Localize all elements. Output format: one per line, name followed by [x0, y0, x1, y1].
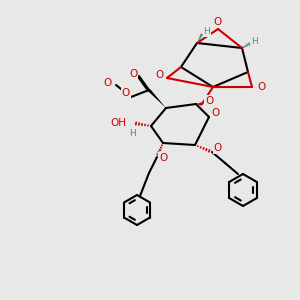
Text: O: O	[212, 108, 220, 118]
Polygon shape	[196, 102, 202, 106]
Text: O: O	[214, 17, 222, 27]
Text: O: O	[104, 78, 112, 88]
Text: H: H	[252, 38, 258, 46]
Text: O: O	[257, 82, 265, 92]
Text: O: O	[214, 143, 222, 153]
Polygon shape	[197, 33, 203, 43]
Text: O: O	[159, 153, 167, 163]
Text: OH: OH	[110, 118, 126, 128]
Text: H: H	[130, 130, 136, 139]
Text: H: H	[204, 28, 210, 37]
Text: O: O	[155, 70, 163, 80]
Text: O: O	[129, 69, 137, 79]
Text: O: O	[122, 88, 130, 98]
Text: O: O	[205, 96, 213, 106]
Polygon shape	[148, 89, 166, 108]
